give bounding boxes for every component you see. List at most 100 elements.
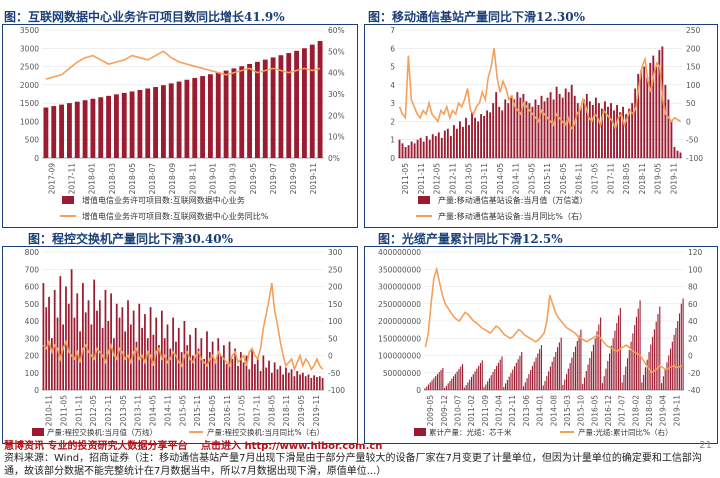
bar <box>301 48 307 158</box>
series-line <box>45 50 321 80</box>
y-right-tick-label: -100 <box>328 386 345 395</box>
y-left-tick-label: 0 <box>390 154 395 163</box>
bar <box>492 103 495 158</box>
bar <box>431 380 433 390</box>
bar <box>480 114 483 158</box>
watermark-url[interactable]: 点击进入 http://www.hibor.com.cn <box>200 441 383 452</box>
bar <box>433 378 435 390</box>
bar <box>601 383 603 390</box>
bar <box>197 348 200 390</box>
y-right-tick-label: 0 <box>328 352 333 361</box>
bar <box>607 361 609 390</box>
legend-swatch-bar <box>32 428 44 436</box>
bar <box>90 324 93 390</box>
y-left-tick-label: 250000000 <box>378 300 421 309</box>
bar <box>62 324 65 390</box>
y-left-tick-label: 100000000 <box>378 352 421 361</box>
bar <box>676 150 679 158</box>
bar <box>194 327 197 390</box>
bar <box>634 325 636 390</box>
bar <box>56 317 59 390</box>
bar <box>259 371 262 390</box>
x-tick-label: 2019-05 <box>297 395 306 427</box>
x-tick-label: 2014-08 <box>549 395 558 427</box>
bar <box>153 87 159 158</box>
bar <box>452 125 455 158</box>
bar <box>214 362 217 390</box>
bar <box>555 352 557 390</box>
bar <box>445 385 447 390</box>
bar <box>580 329 582 390</box>
bar <box>307 374 310 390</box>
bar <box>616 104 618 158</box>
bar <box>115 303 118 390</box>
bar <box>465 385 467 390</box>
y-left-tick-label: 3 <box>390 99 395 108</box>
x-tick-label: 2017-11 <box>606 163 615 195</box>
y-left-tick-label: 200 <box>25 352 40 361</box>
bar <box>467 382 469 390</box>
x-tick-label: 2017-09 <box>47 163 56 195</box>
y-left-tick-label: 0 <box>34 386 39 395</box>
bar <box>113 94 119 158</box>
bar <box>262 59 268 158</box>
bar <box>515 362 517 390</box>
bar <box>110 293 112 390</box>
bar <box>657 314 659 390</box>
bar <box>215 72 221 158</box>
y-left-tick-label: 3500 <box>20 26 39 35</box>
bar <box>662 376 664 390</box>
bar <box>192 77 198 158</box>
bar <box>458 121 461 158</box>
bar <box>652 336 654 390</box>
bar <box>254 364 256 390</box>
bar <box>200 338 203 390</box>
bar <box>451 378 453 390</box>
bar <box>517 359 519 390</box>
bar <box>552 99 555 158</box>
bar <box>585 94 588 158</box>
bar <box>278 55 284 158</box>
bar <box>455 128 458 158</box>
bar <box>436 374 439 390</box>
x-tick-label: 2014-05 <box>149 395 158 427</box>
bar <box>443 130 446 158</box>
bar <box>605 368 607 390</box>
bar <box>546 97 549 158</box>
bar <box>641 382 643 390</box>
bar <box>282 374 284 390</box>
x-tick-label: 2013-06 <box>522 395 531 427</box>
x-tick-label: 2011-05 <box>401 163 410 195</box>
bar <box>313 375 316 390</box>
bar <box>398 139 401 158</box>
bar <box>639 300 641 390</box>
x-tick-label: 2017-05 <box>238 395 247 427</box>
chart-1: 0 500 1000 1500 2000 2500 3000 3500 0% 10% 20% 30% 4… <box>2 24 358 228</box>
bar <box>470 376 473 390</box>
bar <box>317 40 323 158</box>
chart-3: 0 100 200 300 400 500 600 700 800 -100 -50 0 50 100 15… <box>2 246 358 444</box>
bar <box>508 376 510 390</box>
bar <box>231 358 234 390</box>
legend-label: 产量:程控交换机:当月同比%（右） <box>207 427 324 437</box>
bar <box>234 348 237 390</box>
y-right-tick-label: -50 <box>328 369 340 378</box>
y-left-tick-label: 1 <box>390 136 395 145</box>
bar <box>650 344 652 390</box>
bar <box>276 369 279 390</box>
bar <box>294 50 300 158</box>
bar <box>610 345 612 390</box>
bar <box>533 361 535 390</box>
bar <box>669 348 672 390</box>
y-right-tick-label: 20 <box>688 334 698 343</box>
bar <box>490 375 492 390</box>
bar <box>598 324 600 390</box>
bar <box>438 372 440 390</box>
bar <box>449 136 452 158</box>
bar <box>610 103 612 158</box>
bar <box>132 310 135 390</box>
bar <box>528 103 531 158</box>
bar <box>658 50 661 158</box>
watermark-brand: 慧博资讯 <box>4 441 44 452</box>
bar <box>543 101 546 158</box>
